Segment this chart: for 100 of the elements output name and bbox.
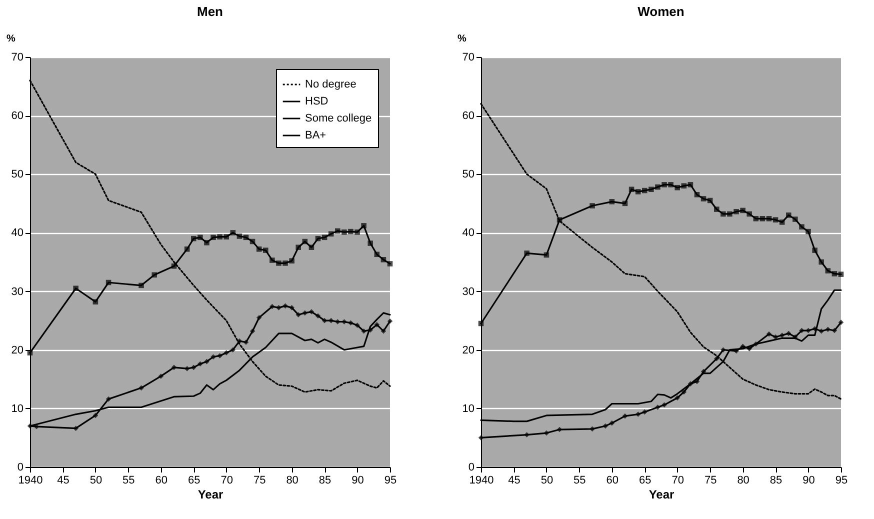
point (642, 409, 648, 415)
x-tick-label: 70 (672, 474, 684, 486)
x-tick-label: 70 (220, 474, 233, 486)
point (380, 257, 386, 262)
y-tick-label: 30 (11, 286, 24, 298)
point (256, 246, 262, 252)
point (727, 211, 732, 217)
point (609, 420, 615, 426)
point (812, 326, 818, 332)
point (152, 272, 158, 278)
point (681, 183, 687, 189)
y-tick-label: 30 (462, 286, 474, 298)
point (648, 186, 654, 192)
point (328, 231, 334, 237)
point (655, 184, 660, 190)
y-tick-label: 60 (11, 110, 24, 122)
point (714, 356, 720, 362)
point (73, 286, 78, 292)
point (609, 199, 615, 204)
point (354, 229, 360, 235)
x-tick-label: 50 (90, 474, 102, 486)
point (138, 282, 144, 288)
point (825, 326, 831, 332)
point (270, 258, 275, 263)
point (217, 234, 222, 240)
point (296, 244, 302, 250)
point (289, 305, 294, 310)
point (217, 353, 222, 358)
point (786, 330, 792, 336)
y-tick-label: 40 (462, 227, 474, 240)
point (198, 234, 203, 240)
point (694, 378, 700, 384)
x-tick-label: 80 (737, 474, 750, 486)
y-tick-label: 40 (11, 227, 24, 240)
point (734, 208, 739, 214)
point (230, 230, 236, 236)
point (361, 328, 366, 334)
x-tick-label: 65 (639, 474, 652, 486)
point (171, 364, 177, 370)
x-tick-label: 1940 (469, 474, 494, 486)
point (772, 217, 778, 222)
point (662, 402, 667, 408)
point (230, 347, 236, 353)
point (198, 361, 203, 367)
point (746, 346, 752, 352)
y-axis-title: % (6, 34, 16, 44)
point (296, 312, 302, 318)
x-tick-label: 65 (188, 474, 200, 486)
point (714, 206, 720, 212)
x-tick-label: 55 (574, 474, 586, 486)
point (799, 224, 804, 230)
point (236, 234, 242, 239)
point (106, 396, 112, 402)
x-tick-label: 50 (540, 474, 554, 486)
point (694, 192, 700, 198)
point (760, 216, 766, 222)
point (792, 216, 798, 222)
y-tick-label: 0 (17, 462, 24, 474)
y-tick-label: 70 (462, 52, 474, 64)
point (806, 228, 811, 234)
x-tick-label: 60 (606, 474, 619, 486)
y-tick-label: 10 (462, 402, 474, 415)
point (674, 184, 680, 190)
point (354, 322, 360, 328)
point (642, 188, 648, 194)
x-tick-label: 90 (802, 474, 815, 486)
point (662, 182, 667, 188)
point (556, 217, 562, 222)
y-tick-label: 70 (11, 52, 24, 64)
point (818, 328, 824, 334)
point (190, 236, 196, 242)
x-tick-label: 85 (318, 474, 332, 486)
point (766, 331, 772, 337)
y-tick-label: 20 (11, 344, 24, 356)
point (282, 260, 288, 266)
point (602, 423, 608, 429)
point (655, 404, 660, 410)
point (544, 430, 550, 436)
point (590, 203, 595, 208)
point (832, 271, 838, 276)
x-tick-label: 60 (155, 474, 168, 486)
x-tick-label: 85 (770, 474, 782, 486)
y-tick-label: 50 (462, 168, 474, 181)
point (688, 381, 694, 386)
point (818, 259, 824, 265)
legend-label: Some college (305, 112, 372, 124)
point (342, 319, 347, 324)
point (236, 338, 242, 344)
point (302, 310, 308, 316)
point (700, 196, 706, 202)
x-tick-label: 1940 (18, 474, 43, 486)
x-axis-title: Year (198, 488, 224, 502)
point (348, 228, 354, 234)
x-tick-label: 55 (122, 474, 135, 486)
y-tick-label: 60 (462, 110, 474, 122)
point (250, 328, 256, 334)
point (740, 208, 746, 214)
point (786, 212, 792, 218)
point (73, 426, 78, 431)
point (224, 234, 230, 240)
